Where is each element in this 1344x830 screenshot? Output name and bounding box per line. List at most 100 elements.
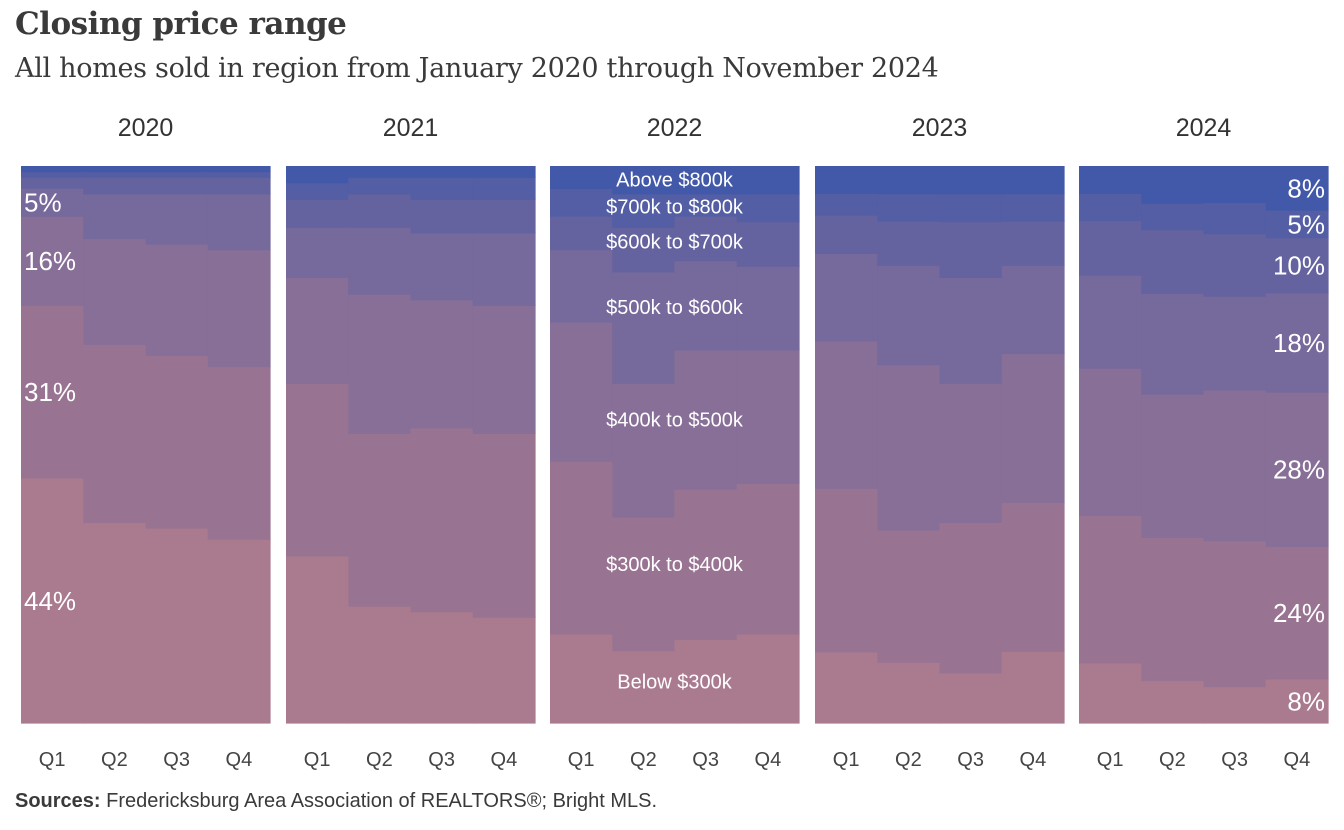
band-segment (1001, 651, 1065, 724)
band-segment (472, 617, 536, 724)
quarter-tick-label: Q1 (833, 749, 860, 771)
band-segment (939, 672, 1003, 724)
band-label: 28% (1273, 455, 1325, 485)
band-segment (1203, 233, 1267, 297)
band-segment (207, 249, 271, 368)
band-segment (1141, 680, 1205, 724)
quarter-tick-label: Q1 (304, 749, 331, 771)
band-label: 16% (24, 246, 76, 276)
panel-year-label: 2023 (912, 114, 968, 142)
band-segment (877, 529, 941, 663)
band-segment (145, 528, 209, 724)
band-segment (1141, 166, 1205, 204)
band-segment (939, 221, 1003, 278)
band-segment (877, 662, 941, 724)
band-segment (21, 166, 84, 173)
quarter-tick-label: Q4 (1020, 749, 1047, 771)
band-segment (612, 650, 676, 724)
band-segment (1001, 193, 1065, 222)
band-segment (1203, 389, 1267, 542)
band-segment (1079, 220, 1142, 276)
band-segment (145, 193, 209, 245)
band-segment (939, 383, 1003, 524)
band-segment (939, 277, 1003, 384)
band-segment (939, 193, 1003, 223)
band-segment (410, 232, 474, 301)
band-label: 8% (1287, 173, 1325, 203)
band-segment (472, 232, 536, 306)
band-segment (877, 221, 941, 266)
band-segment (207, 171, 271, 178)
band-label: Below $300k (617, 671, 733, 693)
band-segment (410, 199, 474, 234)
band-segment (286, 277, 349, 384)
band-segment (815, 340, 878, 489)
band-segment (348, 227, 412, 295)
band-segment (1141, 537, 1205, 682)
quarter-tick-label: Q2 (1159, 749, 1186, 771)
band-segment (612, 227, 676, 273)
band-segment (877, 193, 941, 222)
band-segment (550, 461, 613, 635)
band-segment (472, 305, 536, 434)
band-segment (815, 488, 878, 653)
band-segment (1265, 292, 1329, 393)
band-segment (472, 199, 536, 234)
band-segment (674, 349, 738, 490)
band-segment (1203, 296, 1267, 391)
band-segment (550, 188, 613, 217)
band-segment (83, 238, 147, 345)
band-segment (815, 215, 878, 254)
band-segment (410, 177, 474, 201)
quarter-tick-label: Q3 (1221, 749, 1248, 771)
band-segment (550, 166, 613, 189)
band-label: Above $800k (616, 169, 734, 191)
band-segment (1141, 229, 1205, 294)
quarter-tick-label: Q2 (366, 749, 393, 771)
band-label: 5% (1287, 209, 1325, 239)
band-label: 10% (1273, 251, 1325, 281)
band-segment (815, 193, 878, 216)
quarter-tick-label: Q3 (957, 749, 984, 771)
band-segment (612, 516, 676, 652)
band-segment (286, 199, 349, 228)
band-segment (815, 253, 878, 342)
band-segment (815, 652, 878, 724)
quarter-tick-label: Q4 (755, 749, 782, 771)
band-segment (736, 193, 800, 223)
band-segment (1001, 265, 1065, 355)
band-label: 44% (24, 586, 76, 616)
band-segment (348, 193, 412, 228)
band-segment (1079, 662, 1142, 724)
band-segment (736, 483, 800, 635)
band-segment (286, 227, 349, 278)
band-segment (736, 266, 800, 351)
chart-subtitle: All homes sold in region from January 20… (15, 53, 939, 84)
band-segment (207, 539, 271, 724)
band-segment (612, 383, 676, 518)
band-segment (21, 188, 84, 217)
band-segment (1001, 221, 1065, 266)
band-segment (550, 216, 613, 251)
quarter-tick-label: Q1 (39, 749, 66, 771)
band-segment (145, 166, 209, 173)
band-segment (877, 166, 941, 195)
band-segment (1079, 368, 1142, 517)
band-label: $600k to $700k (606, 231, 744, 253)
band-segment (1079, 275, 1142, 369)
band-segment (348, 433, 412, 607)
band-segment (1203, 686, 1267, 724)
band-label: 24% (1273, 598, 1325, 628)
band-segment (21, 216, 84, 306)
band-segment (145, 355, 209, 529)
band-segment (736, 349, 800, 485)
band-segment (286, 166, 349, 184)
band-segment (736, 633, 800, 724)
band-segment (550, 633, 613, 724)
band-segment (21, 177, 84, 189)
band-segment (1265, 392, 1329, 548)
band-segment (348, 166, 412, 178)
panel-year-label: 2020 (118, 114, 174, 142)
band-segment (1265, 166, 1329, 211)
